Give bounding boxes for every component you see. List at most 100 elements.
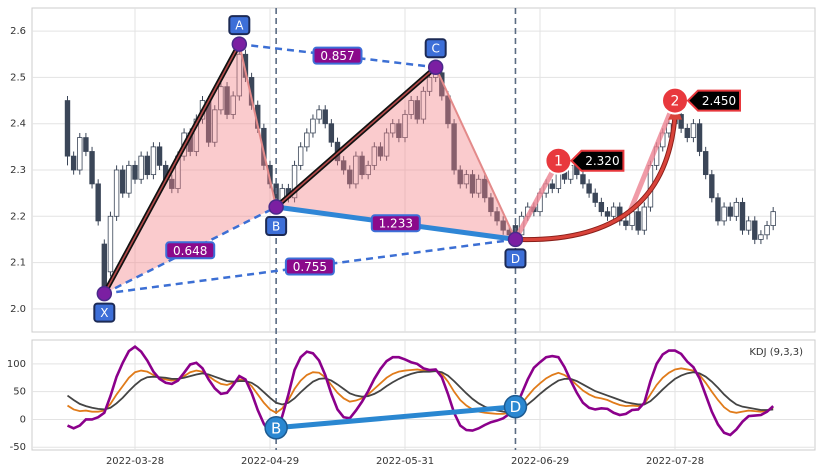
candle-body <box>623 220 629 226</box>
target-label: 1 <box>554 154 563 170</box>
point-label: B <box>272 220 280 234</box>
candle-body <box>752 220 758 240</box>
pattern-point <box>427 59 444 75</box>
candle-body <box>224 86 230 115</box>
candle-body <box>598 201 605 213</box>
candle-body <box>457 169 463 185</box>
candle-body <box>70 155 77 171</box>
x-tick-label: 2022-04-29 <box>241 456 299 467</box>
pattern-leg <box>103 43 241 294</box>
candle-body <box>770 211 776 226</box>
pattern-leg <box>275 66 437 208</box>
candle-body <box>469 174 476 194</box>
x-tick-label: 2022-07-28 <box>646 456 704 467</box>
point-label-box <box>265 216 288 237</box>
candle-body <box>359 155 365 176</box>
candle-body <box>500 220 506 231</box>
candle-body <box>488 197 494 213</box>
candle-body <box>610 206 617 217</box>
point-label-box <box>93 302 116 323</box>
indicator-point-label: D <box>510 398 522 416</box>
candle-body <box>212 109 218 143</box>
pattern-fill <box>104 44 277 294</box>
candle-body <box>64 100 71 157</box>
point-label-box <box>504 248 527 269</box>
kdj-line <box>66 370 774 414</box>
point-label: A <box>235 19 244 33</box>
pattern-point <box>268 199 284 215</box>
candle-body <box>377 146 384 157</box>
candle-body <box>218 86 224 111</box>
candle-body <box>739 201 746 231</box>
pattern-leg <box>434 66 517 240</box>
candle-body <box>77 137 83 171</box>
target-label: 2 <box>671 94 680 110</box>
pattern-point <box>507 231 524 248</box>
target-value: 2.450 <box>702 94 736 108</box>
y-tick-label: 2.0 <box>10 304 26 315</box>
candle-body <box>304 132 310 148</box>
candle-body <box>764 225 770 236</box>
ratio-box <box>284 257 335 276</box>
candle-body <box>727 206 733 217</box>
ratio-box <box>312 46 363 65</box>
candle-body <box>733 201 740 217</box>
y-tick-label: 2.2 <box>10 211 26 222</box>
x-tick-label: 2022-06-29 <box>511 456 569 467</box>
candle-body <box>494 211 500 222</box>
projection-line <box>513 159 561 241</box>
candle-body <box>107 215 114 273</box>
indicator-title: KDJ (9,3,3) <box>749 347 803 358</box>
y-tick-label: 100 <box>7 359 26 370</box>
candle-body <box>95 183 101 222</box>
candle-body <box>580 174 586 185</box>
ratio-box <box>165 241 216 260</box>
point-label-box <box>424 38 447 59</box>
candle-body <box>156 146 163 166</box>
candle-body <box>236 53 243 97</box>
candle-body <box>475 178 482 194</box>
y-tick-label: 2.5 <box>10 72 26 83</box>
ratio-box <box>370 214 421 233</box>
x-tick-label: 2022-05-31 <box>376 456 434 467</box>
candle-body <box>138 155 144 180</box>
ratio-label: 0.755 <box>293 260 327 274</box>
projection-arc <box>515 115 677 242</box>
candle-body <box>347 169 353 185</box>
y-tick-label: 2.1 <box>10 258 26 269</box>
y-tick-label: 50 <box>13 387 26 398</box>
candle-body <box>322 109 328 125</box>
target-value-box <box>569 149 625 172</box>
candle-body <box>101 243 108 291</box>
indicator-point <box>503 394 528 419</box>
candle-body <box>113 169 120 217</box>
pattern-point <box>96 285 113 302</box>
candle-body <box>310 118 316 134</box>
point-label-box <box>228 15 251 36</box>
pattern-leg <box>238 43 278 208</box>
point-label: D <box>511 252 520 266</box>
candle-body <box>402 114 408 139</box>
ratio-label: 1.233 <box>379 217 413 231</box>
candle-body <box>641 206 648 231</box>
projection-line <box>627 99 678 212</box>
y-tick-label: -50 <box>10 442 26 453</box>
x-tick-label: 2022-03-28 <box>106 456 164 467</box>
candle-body <box>316 109 322 120</box>
candle-body <box>482 178 488 199</box>
candle-body <box>340 160 347 171</box>
candle-body <box>758 234 764 240</box>
candle-body <box>120 169 126 194</box>
candle-body <box>132 164 138 180</box>
y-tick-label: 2.3 <box>10 165 26 176</box>
candle-body <box>297 146 304 166</box>
candle-body <box>396 123 402 139</box>
candle-body <box>684 127 690 138</box>
candle-body <box>353 155 359 185</box>
ratio-label: 0.648 <box>173 244 207 258</box>
candle-body <box>696 123 703 152</box>
candle-body <box>383 132 390 157</box>
target-value-box <box>686 89 741 112</box>
candle-body <box>83 137 89 152</box>
